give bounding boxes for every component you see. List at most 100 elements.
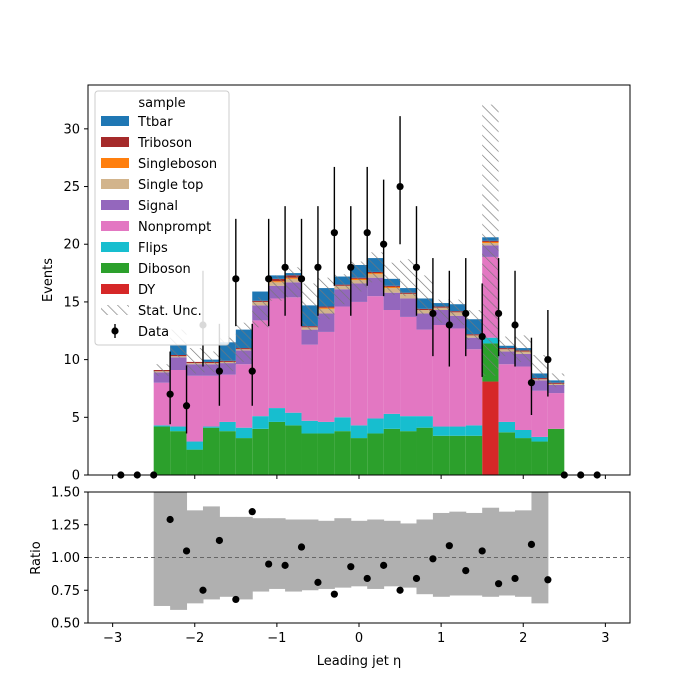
- bar-nonprompt-16: [367, 296, 383, 418]
- legend-label-8: DY: [138, 283, 155, 298]
- ratio-x-tick-label-2: −1: [267, 631, 286, 646]
- legend-label-0: Ttbar: [137, 115, 173, 130]
- data-point-17: [396, 183, 403, 190]
- ratio-x-ticks: −3 −2 −1 0 1 2 3: [103, 623, 609, 646]
- bar-nonprompt-17: [384, 310, 400, 414]
- data-point-3: [167, 391, 174, 398]
- bar-diboson-12: [302, 433, 318, 475]
- legend-label-7: Diboson: [138, 262, 191, 277]
- stat-unc-bin-19: [416, 275, 432, 314]
- bar-flips-11: [285, 413, 301, 426]
- bar-flips-21: [449, 427, 465, 436]
- legend: sample Ttbar Triboson Singleboson Single to…: [95, 91, 229, 345]
- ratio-point-13: [380, 562, 387, 569]
- data-point-23: [495, 310, 502, 317]
- ratio-x-tick-label-4: 1: [437, 631, 445, 646]
- ratio-point-5: [249, 508, 256, 515]
- ratio-band-bin-19: [466, 513, 483, 596]
- bar-flips-20: [433, 427, 449, 436]
- bar-nonprompt-18: [400, 317, 416, 416]
- bar-nonprompt-6: [203, 376, 219, 427]
- bar-diboson-24: [499, 432, 515, 475]
- main-y-tick-label-4: 20: [63, 238, 80, 253]
- bar-flips-16: [367, 418, 383, 433]
- bar-diboson-9: [252, 429, 268, 475]
- legend-label-1: Triboson: [137, 136, 192, 151]
- ratio-point-2: [199, 587, 206, 594]
- ratio-band-bin-14: [384, 521, 401, 587]
- bar-flips-17: [384, 414, 400, 429]
- bar-flips-10: [269, 408, 285, 422]
- ratio-band-bin-7: [269, 518, 286, 589]
- main-x-ticks: [113, 475, 606, 479]
- legend-swatch-2: [101, 158, 129, 168]
- bar-nonprompt-13: [318, 332, 334, 422]
- bar-signal-4: [170, 357, 186, 370]
- ratio-point-22: [528, 541, 535, 548]
- bar-diboson-22: [466, 436, 482, 475]
- data-point-10: [281, 264, 288, 271]
- bar-diboson-21: [449, 436, 465, 475]
- bar-flips-13: [318, 422, 334, 434]
- bar-flips-15: [351, 425, 367, 438]
- bar-nonprompt-9: [252, 320, 268, 416]
- legend-swatch-7: [101, 263, 129, 273]
- bar-flips-3: [154, 425, 170, 426]
- stat-unc-bin-11: [285, 267, 301, 297]
- bar-nonprompt-14: [334, 307, 350, 418]
- bar-flips-14: [334, 417, 350, 431]
- ratio-y-tick-label-1: 0.75: [51, 584, 80, 599]
- legend-swatch-4: [101, 200, 129, 210]
- legend-swatch-5: [101, 221, 129, 231]
- ratio-point-9: [314, 579, 321, 586]
- main-y-tick-label-6: 30: [63, 122, 80, 137]
- bar-nonprompt-5: [187, 376, 203, 442]
- ratio-point-10: [331, 591, 338, 598]
- bar-flips-12: [302, 421, 318, 434]
- ratio-y-axis-label: Ratio: [29, 541, 44, 574]
- ratio-band-bin-4: [219, 517, 236, 597]
- data-point-26: [544, 356, 551, 363]
- bar-diboson-8: [236, 438, 252, 475]
- ratio-point-19: [479, 547, 486, 554]
- stat-unc-bin-16: [367, 252, 383, 282]
- bar-flips-9: [252, 416, 268, 429]
- main-y-tick-label-3: 15: [63, 295, 80, 310]
- legend-label-5: Nonprompt: [138, 220, 211, 235]
- bar-flips-25: [515, 430, 531, 438]
- bar-nonprompt-10: [269, 298, 285, 408]
- legend-label-4: Signal: [138, 199, 178, 214]
- bar-diboson-27: [548, 429, 564, 475]
- legend-swatch-3: [101, 179, 129, 189]
- ratio-point-3: [216, 537, 223, 544]
- bar-nonprompt-19: [416, 330, 432, 417]
- bar-nonprompt-7: [219, 375, 235, 422]
- bar-diboson-4: [170, 431, 186, 475]
- legend-data-marker: [111, 327, 118, 334]
- bar-signal-17: [384, 293, 400, 310]
- figure: 051015202530 Events sample TtbarTriboson…: [0, 0, 700, 700]
- bar-diboson-15: [351, 438, 367, 475]
- ratio-point-7: [281, 562, 288, 569]
- ratio-point-8: [298, 543, 305, 550]
- legend-label-data: Data: [138, 325, 169, 340]
- data-point-9: [265, 275, 272, 282]
- legend-label-stat-unc: Stat. Unc.: [138, 304, 202, 319]
- ratio-point-1: [183, 547, 190, 554]
- stat-unc-bin-17: [384, 263, 400, 295]
- ratio-point-12: [364, 575, 371, 582]
- data-point-24: [511, 321, 518, 328]
- legend-label-6: Flips: [138, 241, 168, 256]
- bar-diboson-19: [416, 428, 432, 475]
- main-y-tick-label-1: 5: [72, 411, 80, 426]
- data-point-11: [298, 275, 305, 282]
- stat-unc-bin-13: [318, 278, 334, 320]
- bar-flips-18: [400, 416, 416, 431]
- bar-diboson-17: [384, 429, 400, 475]
- ratio-point-21: [511, 575, 518, 582]
- ratio-point-11: [347, 563, 354, 570]
- ratio-point-15: [413, 575, 420, 582]
- ratio-point-18: [462, 567, 469, 574]
- bar-diboson-5: [187, 450, 203, 475]
- bar-diboson-16: [367, 433, 383, 475]
